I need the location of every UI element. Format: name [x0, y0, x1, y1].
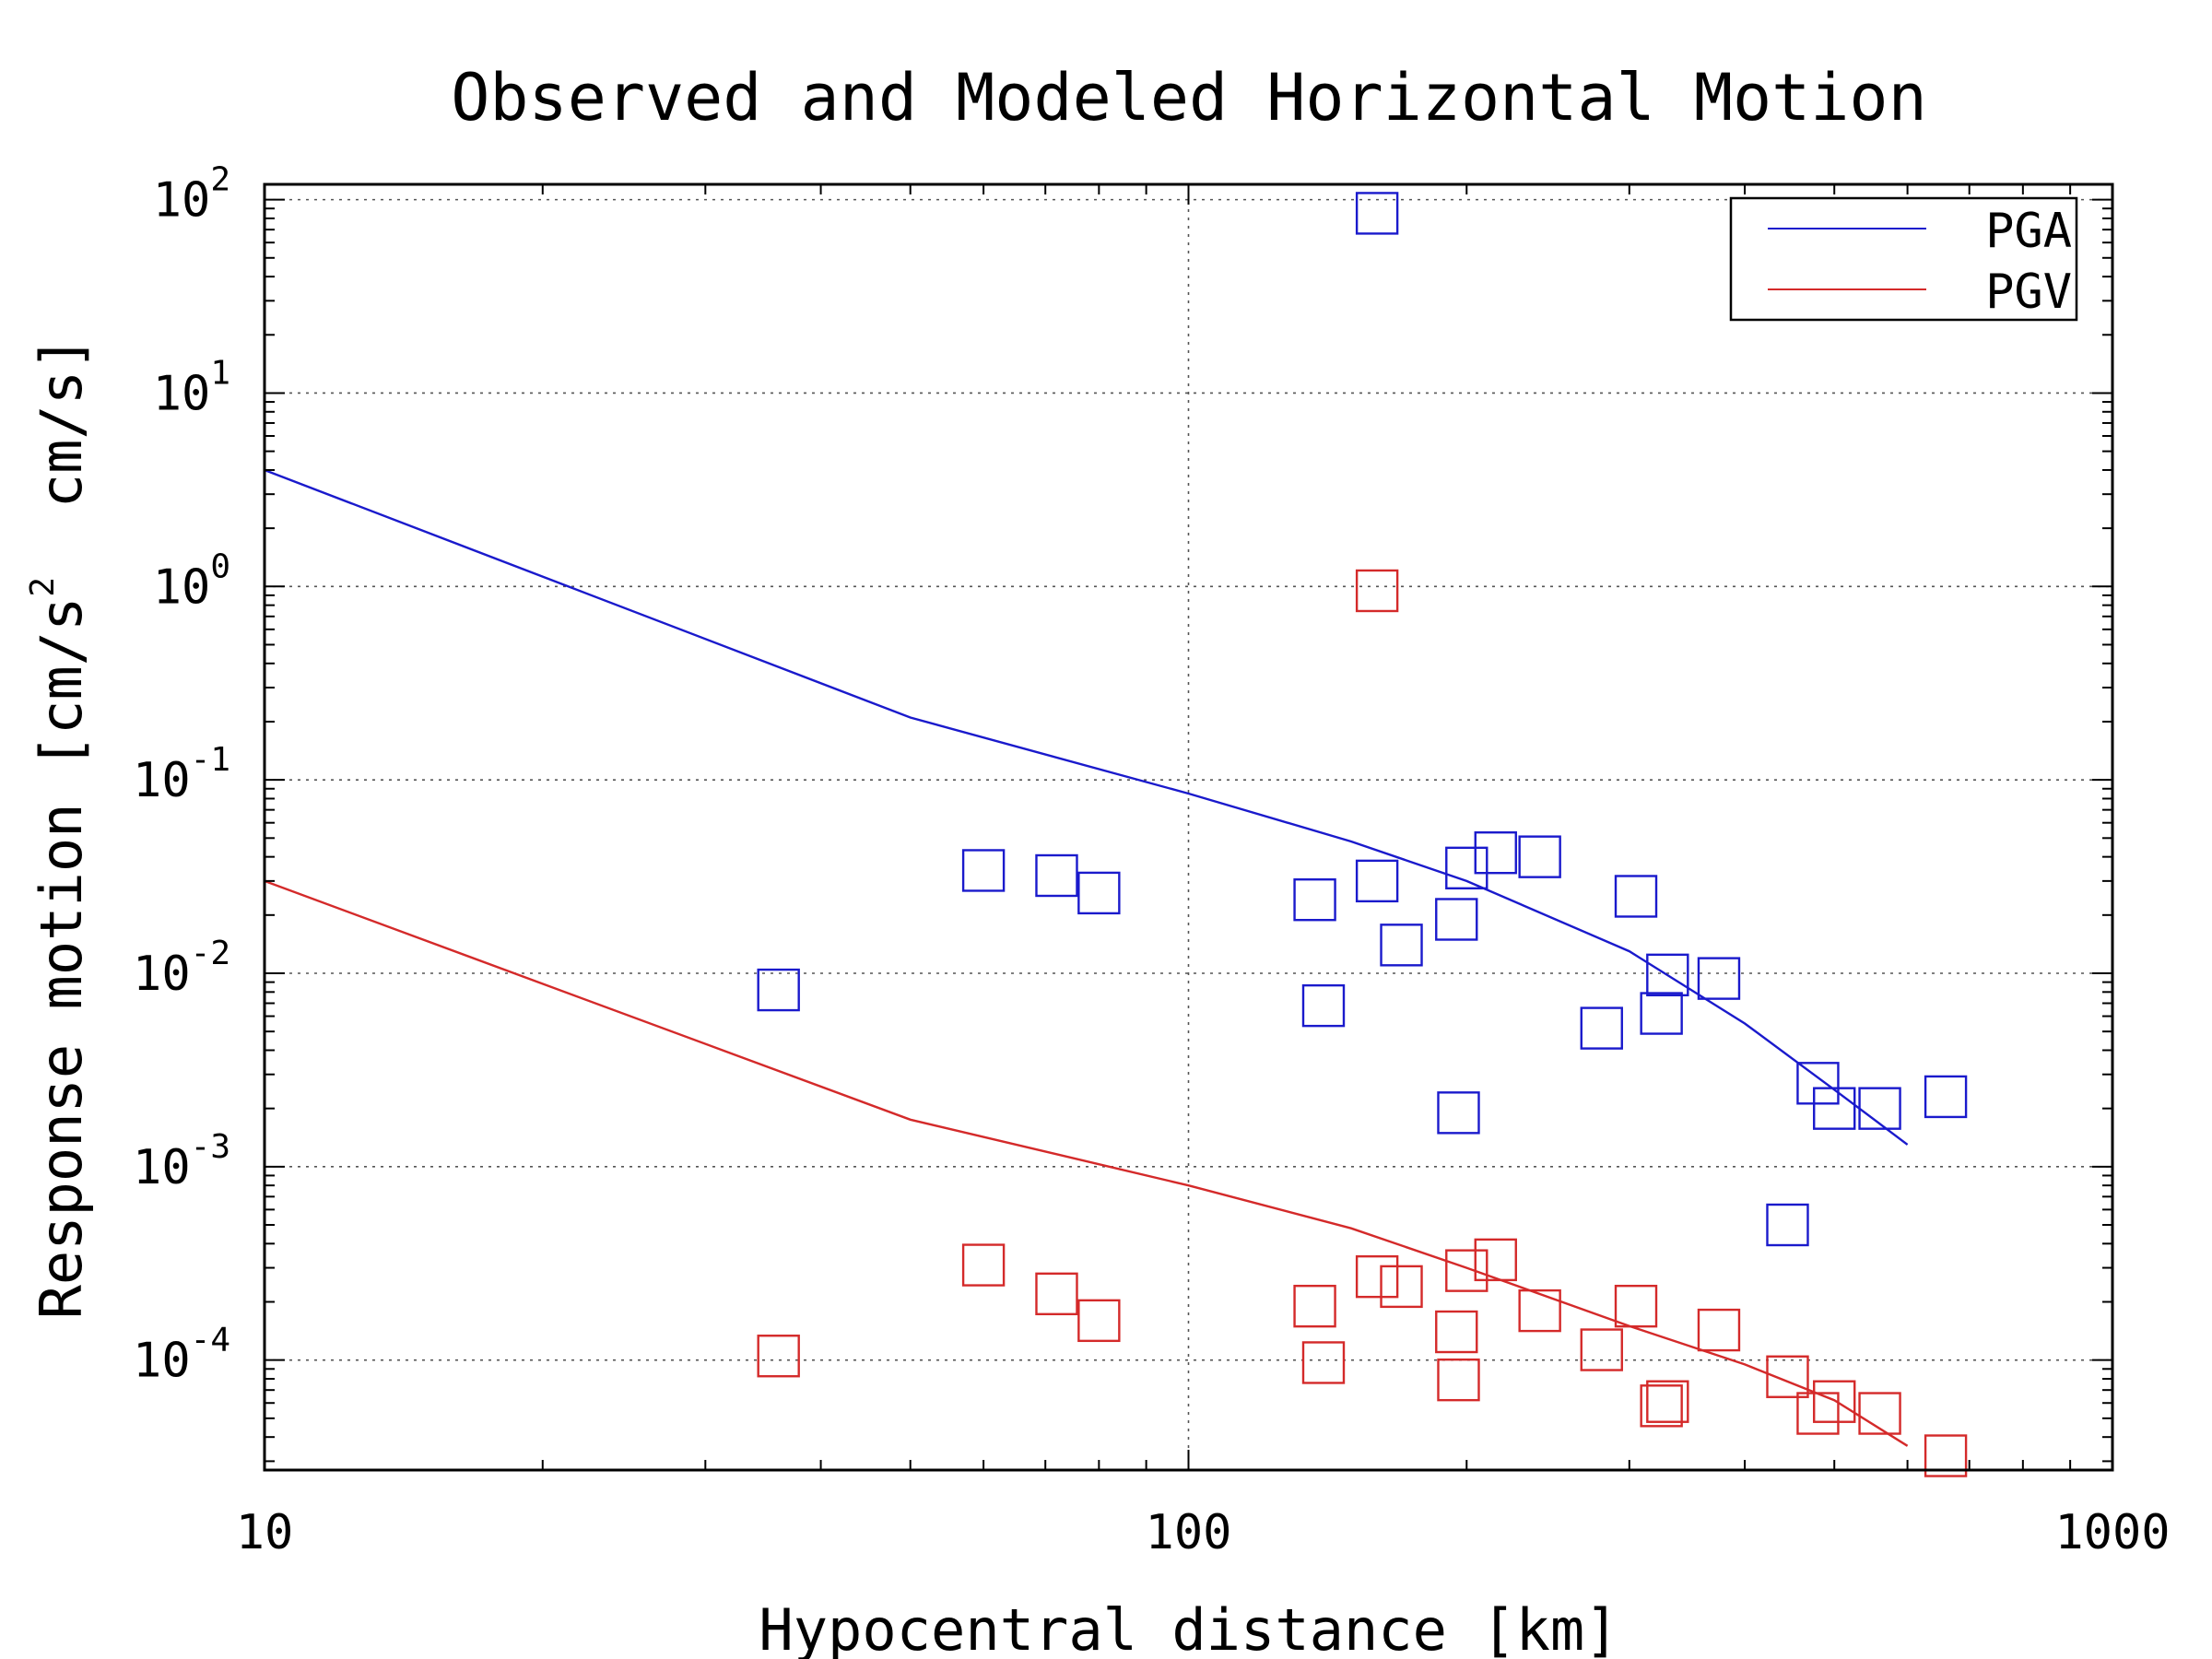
y-tick-base: 10	[133, 947, 191, 1002]
y-tick-exponent: 1	[210, 354, 230, 392]
pga-data-point	[1035, 853, 1078, 898]
pgv-data-point	[1380, 1265, 1423, 1309]
y-tick-base: 10	[153, 173, 211, 229]
pgv-data-point	[1445, 1249, 1488, 1292]
pgv-data-point	[1858, 1392, 1901, 1435]
y-tick-base: 10	[133, 1334, 191, 1389]
axis-ticks	[264, 184, 2113, 1470]
pgv-data-point	[1437, 1358, 1480, 1402]
y-tick-base: 10	[153, 366, 211, 421]
pga-data-point	[1355, 192, 1399, 235]
pga-data-point	[1640, 992, 1683, 1035]
pga-data-point	[1580, 1006, 1623, 1050]
pga-data-point	[1301, 983, 1346, 1028]
y-axis-label-sup: 2	[24, 577, 62, 597]
pgv-data-point	[1796, 1392, 1840, 1435]
legend: PGA PGV	[1729, 196, 2078, 322]
pga-data-point	[1435, 898, 1478, 941]
y-tick-base: 10	[153, 559, 211, 615]
y-tick-base: 10	[133, 1140, 191, 1195]
pgv-data-point	[1646, 1380, 1689, 1423]
pga-data-point	[1437, 1091, 1480, 1135]
pga-data-point	[757, 968, 800, 1012]
x-tick-labels: 10 100 1000	[236, 1505, 2171, 1560]
pgv-data-point	[1077, 1299, 1121, 1343]
pgv-data-point	[1580, 1328, 1623, 1371]
x-tick-label: 10	[236, 1505, 294, 1560]
pgv-data-point	[1355, 569, 1399, 613]
y-tick-label: 101	[153, 354, 230, 421]
pga-data-point	[1614, 875, 1658, 918]
y-tick-label: 102	[153, 161, 230, 229]
pga-data-point	[1380, 924, 1423, 967]
pga-data-point	[1355, 859, 1399, 903]
y-axis-label-tail: cm/s]	[28, 336, 95, 577]
pga-data-point	[1796, 1062, 1840, 1105]
y-tick-base: 10	[133, 753, 191, 808]
pga-data-point	[961, 849, 1006, 892]
pgv-data-point	[961, 1243, 1006, 1287]
y-tick-exponent: -2	[191, 935, 230, 972]
y-axis-label: Response motion [cm/s2 cm/s]	[24, 336, 95, 1320]
y-tick-label: 10-2	[133, 935, 230, 1002]
pgv-data-point	[1766, 1355, 1809, 1398]
pga-data-point	[1924, 1075, 1968, 1119]
pgv-data-point	[1435, 1310, 1478, 1354]
y-tick-label: 10-1	[133, 741, 230, 808]
y-tick-exponent: 2	[210, 161, 230, 199]
pgv-model-line	[264, 879, 1909, 1447]
grid-lines	[265, 184, 2112, 1470]
chart-title: Observed and Modeled Horizontal Motion	[451, 60, 1926, 135]
pgv-data-point	[757, 1335, 800, 1378]
model-lines	[264, 468, 1909, 1447]
y-tick-exponent: -4	[191, 1322, 230, 1359]
y-axis-label-main: Response motion [cm/s	[28, 597, 95, 1320]
y-tick-exponent: -3	[191, 1128, 230, 1166]
y-tick-label: 10-3	[133, 1128, 230, 1195]
x-axis-label: Hypocentral distance [km]	[759, 1596, 1618, 1659]
pgv-data-point	[1035, 1272, 1078, 1316]
pgv-data-point	[1640, 1384, 1683, 1428]
y-tick-exponent: -1	[191, 741, 230, 779]
pga-data-point	[1293, 878, 1336, 922]
pgv-data-point	[1697, 1308, 1741, 1352]
x-tick-label: 1000	[2054, 1505, 2170, 1560]
y-tick-exponent: 0	[210, 547, 230, 585]
y-tick-label: 100	[153, 547, 230, 615]
pga-data-point	[1646, 953, 1689, 997]
pgv-data-point	[1518, 1288, 1561, 1333]
pgv-data-point	[1474, 1238, 1517, 1282]
legend-label-pga: PGA	[1985, 204, 2072, 259]
legend-box	[1729, 196, 2078, 322]
pgv-data-point	[1293, 1284, 1336, 1328]
y-tick-label: 10-4	[133, 1322, 230, 1389]
pga-data-point	[1518, 835, 1561, 878]
pga-data-point	[1766, 1203, 1809, 1247]
pgv-data-point	[1924, 1434, 1968, 1477]
pga-data-point	[1813, 1087, 1856, 1130]
legend-label-pgv: PGV	[1985, 265, 2072, 320]
observed-points	[757, 192, 1968, 1477]
pga-data-point	[1077, 871, 1121, 915]
x-tick-label: 100	[1146, 1505, 1232, 1560]
pga-data-point	[1858, 1087, 1901, 1130]
pga-data-point	[1474, 831, 1517, 875]
pga-data-point	[1445, 846, 1488, 890]
pga-model-line	[264, 468, 1909, 1146]
pgv-data-point	[1614, 1284, 1658, 1328]
pgv-data-point	[1301, 1341, 1346, 1384]
pga-data-point	[1697, 957, 1741, 1000]
pgv-data-point	[1355, 1254, 1399, 1299]
pgv-data-point	[1813, 1380, 1856, 1423]
